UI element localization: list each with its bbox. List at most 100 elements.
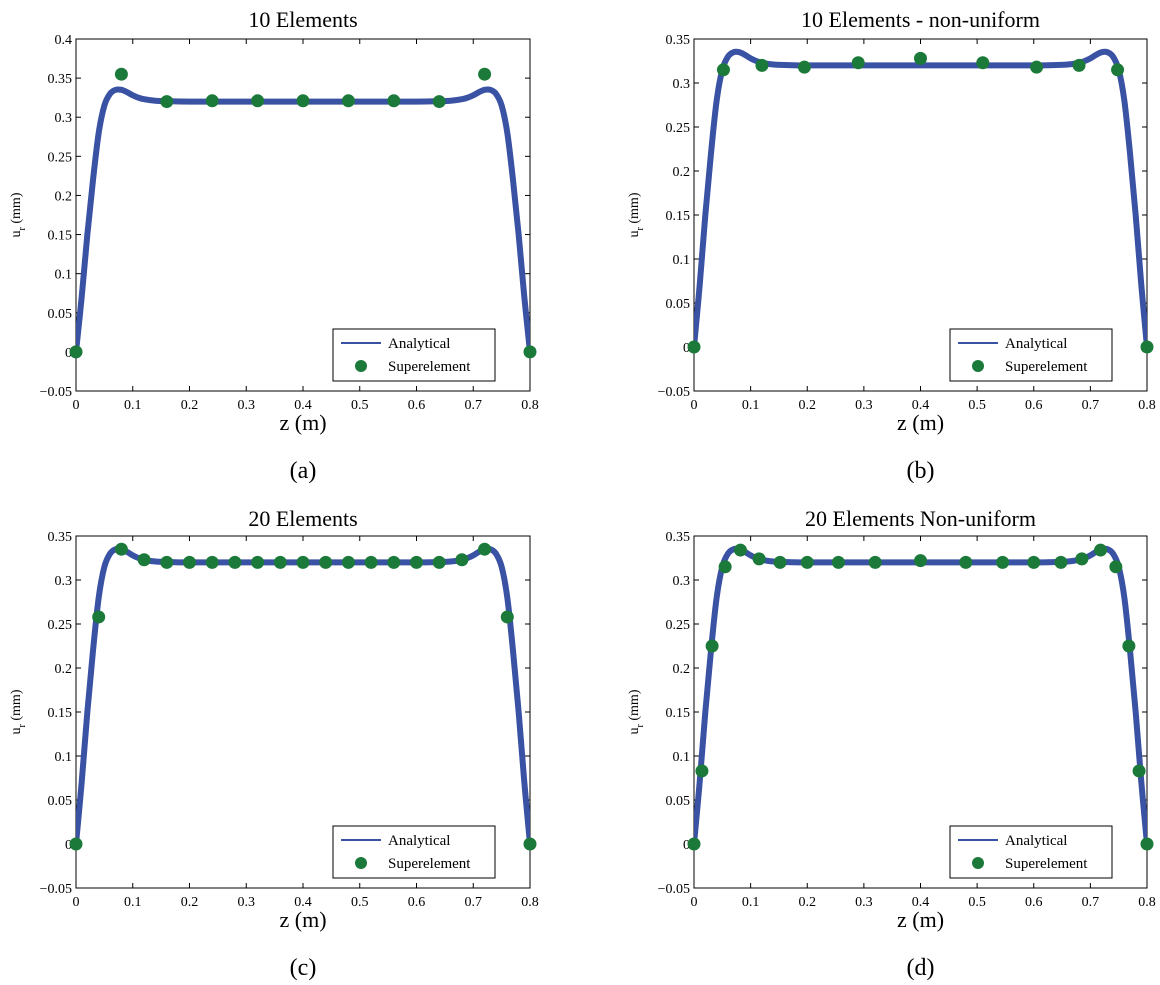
x-tick-label: 0.3 xyxy=(238,398,256,413)
legend-label-superelement: Superelement xyxy=(388,359,471,375)
data-point-superelement xyxy=(160,555,174,569)
data-point-superelement xyxy=(523,837,537,851)
data-point-superelement xyxy=(996,555,1010,569)
y-tick-label: 0.35 xyxy=(666,33,691,48)
x-tick-label: 0.4 xyxy=(912,398,930,413)
data-point-superelement xyxy=(1094,543,1108,557)
x-tick-label: 0.2 xyxy=(799,398,817,413)
x-tick-label: 0.8 xyxy=(521,895,539,910)
y-tick-label: 0.1 xyxy=(673,253,691,268)
y-tick-label: 0.1 xyxy=(55,268,73,283)
data-point-superelement xyxy=(387,555,401,569)
y-tick-label: 0.2 xyxy=(55,189,73,204)
data-point-superelement xyxy=(364,555,378,569)
x-tick-label: 0.1 xyxy=(742,895,760,910)
legend-marker-swatch xyxy=(972,360,984,372)
data-point-superelement xyxy=(797,60,811,74)
legend-marker-swatch xyxy=(355,857,367,869)
y-axis-label: ur (mm) xyxy=(9,192,28,237)
y-tick-label: 0 xyxy=(683,838,690,853)
x-tick-label: 0.3 xyxy=(238,895,256,910)
legend-box xyxy=(332,328,496,382)
legend-label-analytical: Analytical xyxy=(388,336,450,352)
y-tick-label: 0 xyxy=(65,346,72,361)
y-tick-label: −0.05 xyxy=(658,882,690,897)
data-point-superelement xyxy=(959,555,973,569)
data-point-superelement xyxy=(752,552,766,566)
data-point-superelement xyxy=(432,555,446,569)
svg-text:ur (mm): ur (mm) xyxy=(627,689,646,734)
y-tick-label: 0.3 xyxy=(55,111,73,126)
data-point-superelement xyxy=(500,610,514,624)
legend: Analytical Superelement xyxy=(332,328,496,382)
x-tick-label: 0.1 xyxy=(124,398,142,413)
data-point-superelement xyxy=(114,542,128,556)
series-line-analytical xyxy=(694,48,1147,348)
x-axis-label: z (m) xyxy=(279,410,326,435)
x-tick-label: 0 xyxy=(73,895,80,910)
chart-panel-c: 20 Elements 0 0.1 0.2 0.3 0.4 0.5 0.6 0.7 0.8 −0.0… xyxy=(9,506,539,981)
data-point-superelement xyxy=(716,63,730,77)
x-axis-label: z (m) xyxy=(897,907,944,932)
y-tick-label: 0.25 xyxy=(48,150,73,165)
legend-box xyxy=(949,825,1113,879)
data-point-superelement xyxy=(455,553,469,567)
data-point-superelement xyxy=(718,560,732,574)
data-point-superelement xyxy=(114,67,128,81)
x-axis-label: z (m) xyxy=(897,410,944,435)
x-tick-label: 0.4 xyxy=(294,398,312,413)
chart-panel-b: 10 Elements - non-uniform 0 0.1 0.2 0.3 0.4 0.… xyxy=(627,7,1156,484)
x-tick-label: 0.8 xyxy=(1138,398,1156,413)
y-tick-label: −0.05 xyxy=(40,882,72,897)
data-point-superelement xyxy=(523,345,537,359)
data-point-superelement xyxy=(1075,552,1089,566)
chart-title: 10 Elements xyxy=(248,7,357,32)
y-tick-label: 0.25 xyxy=(666,618,691,633)
y-axis-label: ur (mm) xyxy=(627,689,646,734)
data-point-superelement xyxy=(868,555,882,569)
y-tick-label: 0.15 xyxy=(666,706,691,721)
data-point-superelement xyxy=(1140,837,1154,851)
chart-title: 20 Elements xyxy=(248,506,357,531)
data-point-superelement xyxy=(1072,58,1086,72)
panel-caption: (a) xyxy=(290,458,317,484)
data-point-superelement xyxy=(1140,340,1154,354)
data-point-superelement xyxy=(1132,764,1146,778)
data-point-superelement xyxy=(160,95,174,109)
y-tick-label: 0.35 xyxy=(48,72,73,87)
data-point-superelement xyxy=(137,553,151,567)
data-point-superelement xyxy=(387,94,401,108)
data-point-superelement xyxy=(410,555,423,569)
panel-caption: (c) xyxy=(290,955,317,981)
panel-caption: (d) xyxy=(907,955,935,981)
y-tick-label: 0.05 xyxy=(48,307,73,322)
data-point-superelement xyxy=(695,764,709,778)
x-tick-label: 0.4 xyxy=(912,895,930,910)
data-point-superelement xyxy=(478,542,492,556)
data-point-superelement xyxy=(69,345,83,359)
x-tick-label: 0.2 xyxy=(181,398,199,413)
legend-label-superelement: Superelement xyxy=(1005,856,1088,872)
data-point-superelement xyxy=(687,340,701,354)
data-point-superelement xyxy=(687,837,701,851)
legend-box xyxy=(332,825,496,879)
y-tick-label: 0.35 xyxy=(666,530,691,545)
data-point-superelement xyxy=(478,67,492,81)
data-point-superelement xyxy=(251,94,265,108)
data-point-superelement xyxy=(1027,555,1041,569)
data-point-superelement xyxy=(755,58,769,72)
x-tick-label: 0.6 xyxy=(408,895,426,910)
data-point-superelement xyxy=(1054,555,1068,569)
data-point-superelement xyxy=(183,555,196,569)
chart-panel-a: 10 Elements 0 0.1 0.2 0.3 0.4 0.5 0.6 0.7 0.8 −0.0… xyxy=(9,7,539,484)
data-point-superelement xyxy=(831,555,845,569)
x-tick-label: 0.8 xyxy=(1138,895,1156,910)
panel-caption: (b) xyxy=(907,458,935,484)
data-point-superelement xyxy=(251,555,265,569)
legend-label-analytical: Analytical xyxy=(1005,833,1067,849)
legend: Analytical Superelement xyxy=(949,825,1113,879)
data-point-superelement xyxy=(1111,63,1125,77)
y-tick-label: 0.3 xyxy=(673,574,691,589)
data-point-superelement xyxy=(205,555,219,569)
